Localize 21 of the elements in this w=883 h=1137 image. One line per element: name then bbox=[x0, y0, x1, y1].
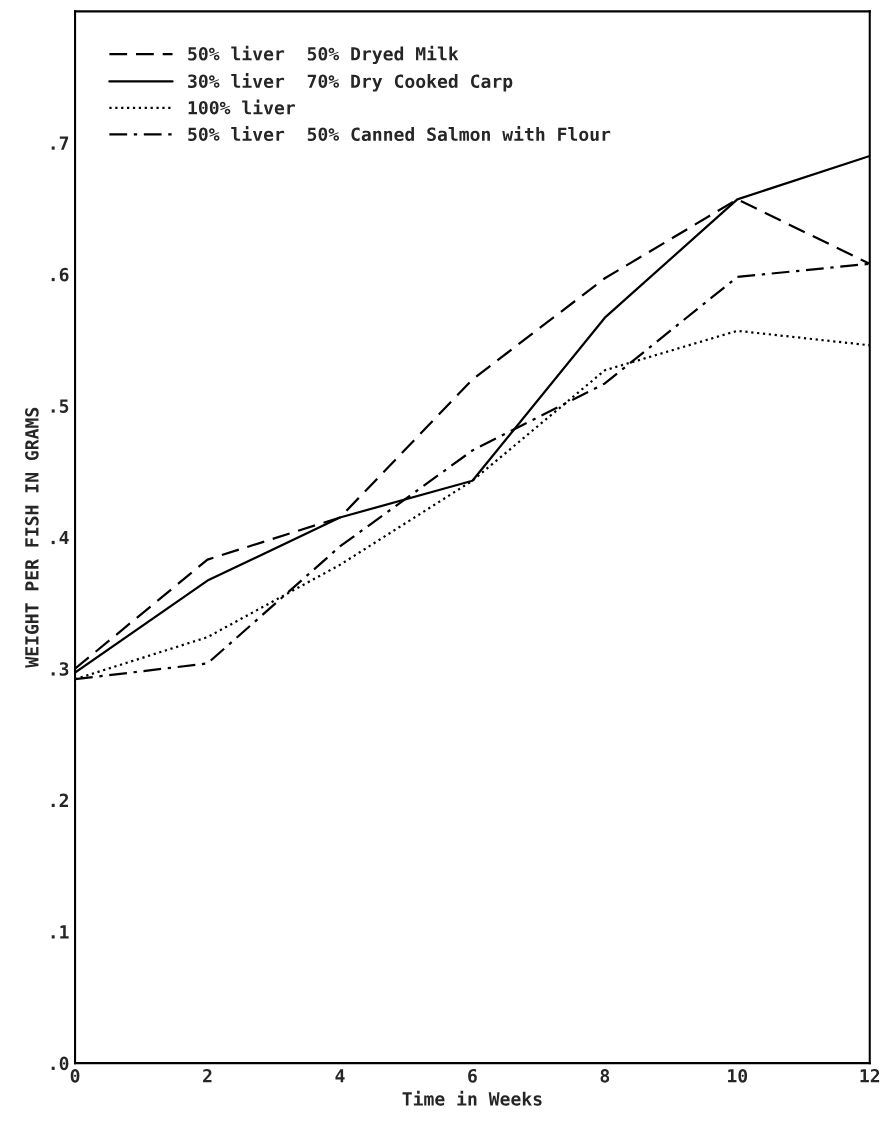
y-tick-label: .0 bbox=[51, 1056, 69, 1071]
y-tick-label: .3 bbox=[51, 662, 69, 676]
legend-label: 30% liver 70% Dry Cooked Carp bbox=[188, 73, 513, 92]
y-tick-label: .6 bbox=[51, 267, 69, 282]
x-tick-label: 2 bbox=[203, 1068, 212, 1083]
x-tick-label: 4 bbox=[335, 1069, 345, 1083]
y-tick-label: .2 bbox=[51, 793, 68, 808]
legend-label: 50% liver 50% Canned Salmon with Flour bbox=[188, 126, 611, 142]
y-tick-label: .1 bbox=[51, 925, 69, 939]
x-tick-label: 6 bbox=[468, 1068, 477, 1083]
x-tick-label: 0 bbox=[70, 1068, 80, 1083]
legend-label: 100% liver bbox=[188, 99, 295, 115]
x-axis-title: Time in Weeks bbox=[402, 1090, 542, 1106]
x-tick-label: 8 bbox=[600, 1068, 610, 1083]
y-tick-label: .5 bbox=[51, 399, 69, 413]
y-axis-title: WEIGHT PER FISH IN GRAMS bbox=[25, 407, 39, 668]
x-tick-label: 12 bbox=[860, 1068, 880, 1083]
y-tick-label: .4 bbox=[51, 530, 69, 545]
x-tick-label: 10 bbox=[728, 1068, 748, 1083]
legend-label: 50% liver 50% Dryed Milk bbox=[188, 45, 459, 65]
y-tick-label: .7 bbox=[51, 136, 69, 150]
